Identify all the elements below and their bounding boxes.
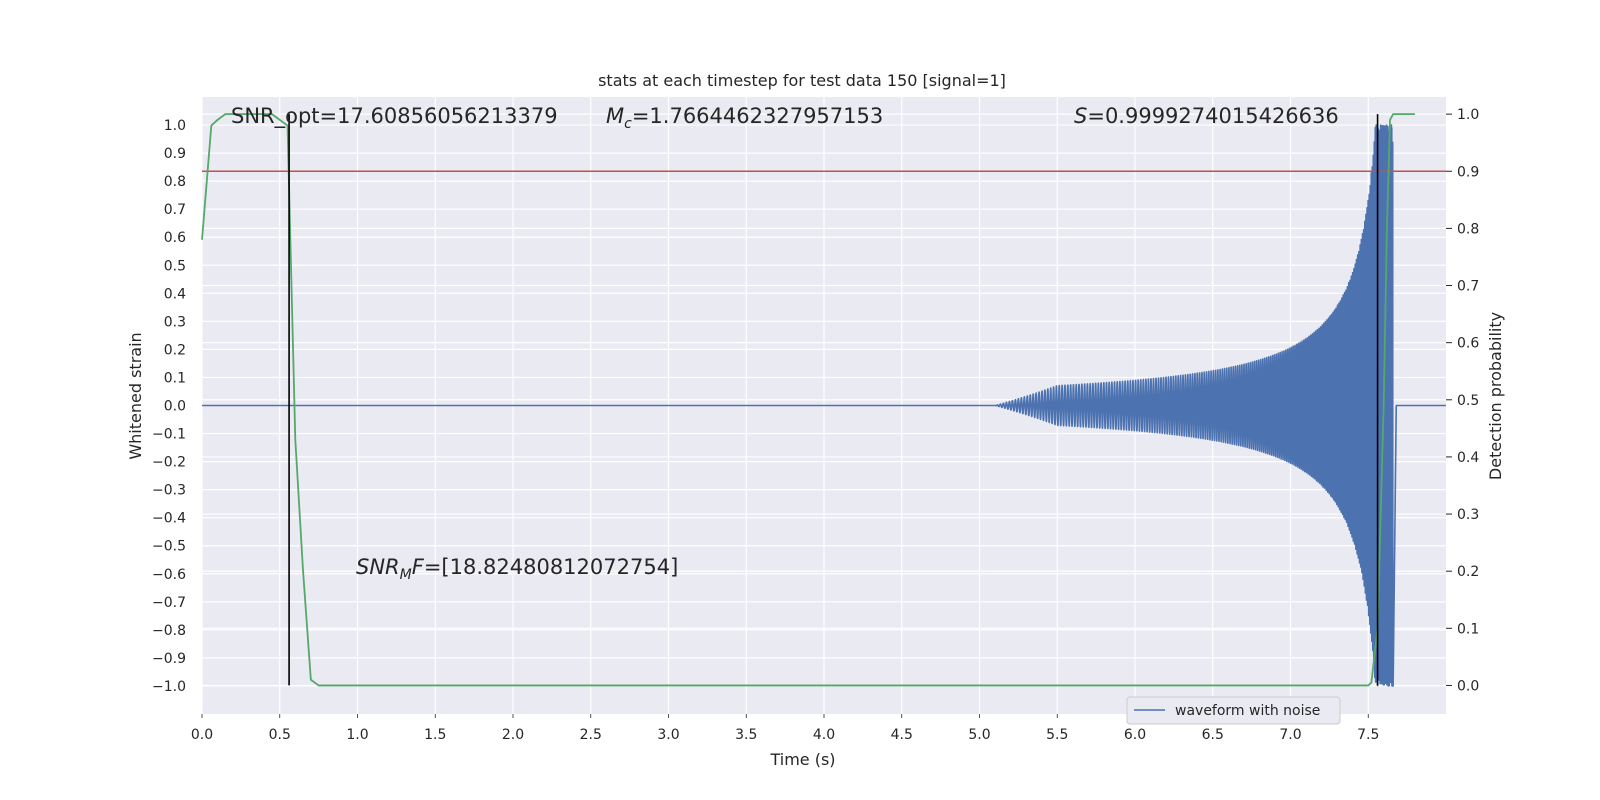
y2-tick-label: 0.9: [1457, 164, 1479, 180]
x-tick-label: 2.5: [580, 727, 602, 743]
annotation-chirp-mass: Mc=1.7664462327957153: [606, 104, 883, 132]
y-tick-label: 0.6: [164, 230, 186, 246]
x-tick-label: 4.0: [813, 727, 835, 743]
y-tick-label: −1.0: [152, 679, 186, 695]
y2-tick-label: 0.6: [1457, 336, 1479, 352]
y-tick-label: −0.9: [152, 651, 186, 667]
y2-axis-ticks: 1.0 0.9 0.8 0.7 0.6 0.5 0.4 0.3 0.2 0.1 0.0: [1446, 107, 1479, 694]
annotation-snr-mf-subscript: M: [400, 567, 412, 583]
x-tick-label: 3.0: [657, 727, 679, 743]
annotation-snr-mf-f: F: [412, 555, 425, 579]
y-tick-label: 0.9: [164, 146, 186, 162]
x-axis-ticks: 0.0 0.5 1.0 1.5 2.0 2.5 3.0 3.5 4.0 4.5 5.0 5.5 6.0 6…: [191, 714, 1379, 743]
y2-axis-label: Detection probability: [1486, 312, 1505, 480]
y-tick-label: 0.7: [164, 202, 186, 218]
annotation-s: S=0.9999274015426636: [1074, 104, 1339, 128]
y-tick-label: 0.5: [164, 258, 186, 274]
y2-tick-label: 0.0: [1457, 678, 1479, 694]
x-tick-label: 1.0: [346, 727, 368, 743]
x-tick-label: 5.5: [1046, 727, 1068, 743]
y-tick-label: 0.1: [164, 370, 186, 386]
annotation-chirp-mass-value: =1.7664462327957153: [632, 104, 883, 128]
y-axis-ticks: 1.0 0.9 0.8 0.7 0.6 0.5 0.4 0.3 0.2 0.1 0.0 −0.1 −0.…: [152, 118, 186, 695]
y2-tick-label: 1.0: [1457, 107, 1479, 123]
x-tick-label: 7.5: [1357, 727, 1379, 743]
y-tick-label: −0.4: [152, 511, 186, 527]
y2-tick-label: 0.5: [1457, 393, 1479, 409]
x-tick-label: 0.0: [191, 727, 213, 743]
x-tick-label: 2.0: [502, 727, 524, 743]
y-tick-label: −0.1: [152, 427, 186, 443]
x-tick-label: 4.5: [891, 727, 913, 743]
series-layer: [201, 113, 1446, 687]
y2-tick-label: 0.8: [1457, 221, 1479, 237]
series-waveform-line: [202, 124, 1446, 687]
y-tick-label: 0.8: [164, 174, 186, 190]
y-tick-label: 0.0: [164, 399, 186, 415]
y-tick-label: 0.4: [164, 286, 186, 302]
y-tick-label: −0.8: [152, 623, 186, 639]
annotation-snr-mf-value: =[18.82480812072754]: [424, 555, 678, 579]
chart-title: stats at each timestep for test data 150…: [598, 71, 1006, 90]
legend-box: [1126, 696, 1341, 725]
y-tick-label: −0.7: [152, 595, 186, 611]
y2-tick-label: 0.1: [1457, 621, 1479, 637]
y-tick-label: 1.0: [164, 118, 186, 134]
y-tick-label: −0.5: [152, 539, 186, 555]
annotation-s-value: =0.9999274015426636: [1087, 104, 1338, 128]
x-tick-label: 3.5: [735, 727, 757, 743]
legend: waveform with noise: [1126, 696, 1341, 725]
x-tick-label: 6.0: [1124, 727, 1146, 743]
y2-tick-label: 0.2: [1457, 564, 1479, 580]
y-tick-label: −0.3: [152, 483, 186, 499]
y2-tick-label: 0.4: [1457, 450, 1479, 466]
legend-label-waveform: waveform with noise: [1175, 703, 1320, 719]
y-tick-label: 0.2: [164, 342, 186, 358]
y-axis-label: Whitened strain: [126, 332, 145, 459]
x-tick-label: 1.5: [424, 727, 446, 743]
annotation-snr-mf: SNRMF=[18.82480812072754]: [356, 555, 678, 583]
y-tick-label: −0.2: [152, 455, 186, 471]
series-detection-probability-line: [201, 113, 1415, 687]
y2-tick-label: 0.3: [1457, 507, 1479, 523]
annotation-chirp-mass-subscript: c: [624, 116, 632, 132]
annotation-chirp-mass-symbol: M: [606, 104, 624, 128]
annotation-s-symbol: S: [1074, 104, 1087, 128]
y2-tick-label: 0.7: [1457, 279, 1479, 295]
x-tick-label: 5.0: [968, 727, 990, 743]
x-tick-label: 0.5: [269, 727, 291, 743]
x-axis-label: Time (s): [769, 750, 835, 769]
x-tick-label: 6.5: [1202, 727, 1224, 743]
x-tick-label: 7.0: [1279, 727, 1301, 743]
y-tick-label: 0.3: [164, 314, 186, 330]
y-tick-label: −0.6: [152, 567, 186, 583]
annotation-snr-mf-symbol: SNR: [356, 555, 400, 579]
annotation-snr-opt: SNR_opt=17.60856056213379: [231, 104, 558, 129]
